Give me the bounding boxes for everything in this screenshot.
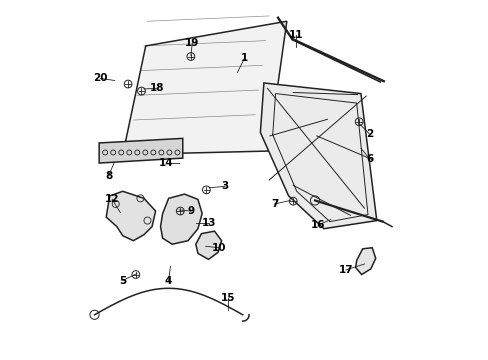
Text: 8: 8 [105,171,112,181]
Text: 20: 20 [93,73,107,84]
Text: 9: 9 [187,206,194,216]
Text: 16: 16 [310,220,325,230]
Text: 14: 14 [159,158,173,168]
Text: 12: 12 [105,194,119,204]
Text: 3: 3 [221,181,228,192]
Text: 11: 11 [288,30,302,40]
Polygon shape [195,231,221,259]
Text: 13: 13 [202,218,216,228]
Text: 6: 6 [366,154,373,164]
Polygon shape [106,191,155,241]
Text: 15: 15 [220,293,234,303]
Text: 17: 17 [338,265,353,275]
Text: 1: 1 [241,53,247,63]
Polygon shape [99,138,183,163]
Text: 19: 19 [185,38,199,48]
Polygon shape [355,248,375,275]
Text: 2: 2 [366,129,373,139]
Text: 18: 18 [149,83,164,93]
Text: 4: 4 [164,275,172,285]
Polygon shape [160,194,202,244]
Polygon shape [260,83,376,229]
Polygon shape [122,21,286,154]
Text: 10: 10 [211,243,226,253]
Text: 7: 7 [270,199,278,209]
Text: 5: 5 [119,275,126,285]
